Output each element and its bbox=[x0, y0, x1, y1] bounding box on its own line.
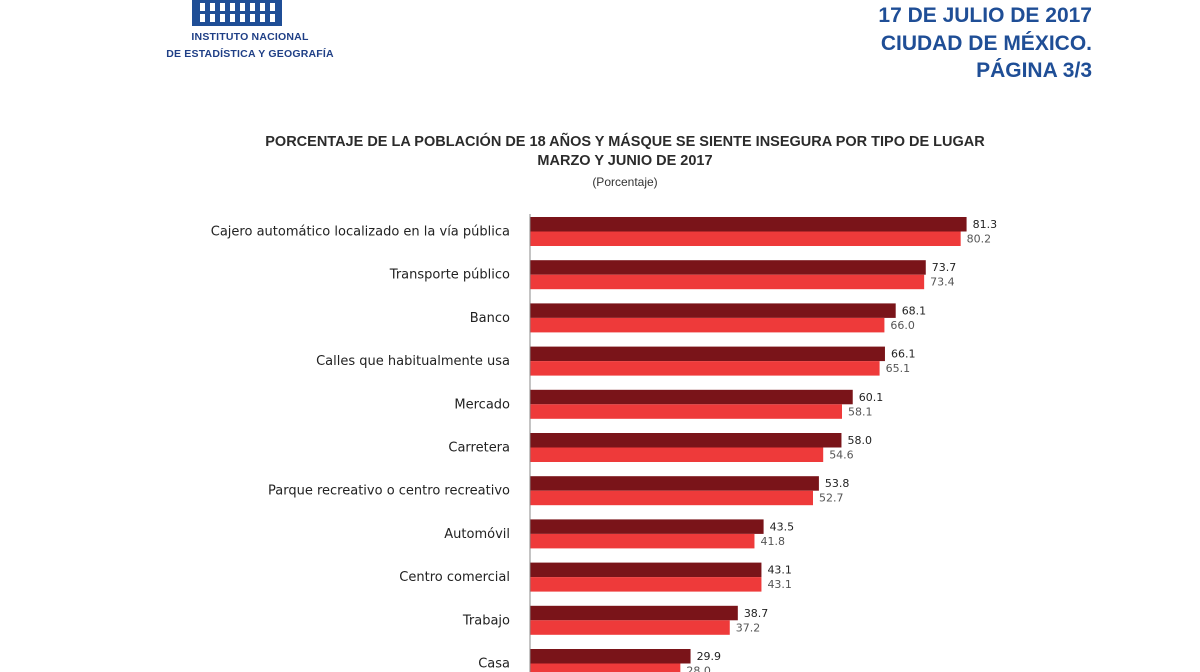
bar bbox=[530, 389, 853, 405]
data-label: 38.7 bbox=[744, 607, 769, 620]
data-label: 54.6 bbox=[829, 449, 854, 462]
data-label: 60.1 bbox=[859, 391, 884, 404]
logo-building-icon bbox=[192, 0, 282, 26]
data-label: 53.8 bbox=[825, 477, 850, 490]
bar bbox=[530, 433, 842, 448]
bar bbox=[530, 490, 813, 506]
bar bbox=[530, 404, 842, 419]
data-label: 73.7 bbox=[932, 261, 957, 274]
bar bbox=[530, 620, 730, 635]
bar bbox=[530, 317, 885, 333]
category-label: Parque recreativo o centro recreativo bbox=[268, 484, 510, 499]
bar bbox=[530, 303, 896, 318]
data-label: 43.1 bbox=[767, 578, 792, 591]
category-label: Calles que habitualmente usa bbox=[316, 354, 510, 369]
bar bbox=[530, 346, 885, 362]
category-label: Cajero automático localizado en la vía p… bbox=[211, 225, 510, 240]
category-label: Trabajo bbox=[462, 613, 510, 628]
category-label: Mercado bbox=[454, 397, 510, 412]
logo-windows bbox=[200, 3, 275, 22]
chart-unit-label: (Porcentaje) bbox=[592, 175, 658, 189]
bar bbox=[530, 260, 926, 275]
bar bbox=[530, 649, 691, 664]
category-label: Casa bbox=[478, 657, 510, 672]
category-label: Banco bbox=[470, 311, 510, 326]
bar bbox=[530, 361, 880, 376]
bar bbox=[530, 476, 819, 491]
chart-title: PORCENTAJE DE LA POBLACIÓN DE 18 AÑOS Y … bbox=[265, 134, 985, 150]
report-date: 17 DE JULIO DE 2017 bbox=[878, 4, 1092, 27]
data-label: 58.0 bbox=[847, 434, 872, 447]
data-label: 58.1 bbox=[848, 405, 873, 418]
bar bbox=[530, 562, 762, 578]
bar bbox=[530, 519, 764, 534]
inegi-logo bbox=[192, 0, 282, 26]
data-label: 29.9 bbox=[697, 650, 722, 663]
category-label: Transporte público bbox=[389, 268, 510, 283]
category-label: Carretera bbox=[448, 441, 510, 456]
category-label: Centro comercial bbox=[399, 570, 510, 585]
data-label: 80.2 bbox=[967, 233, 992, 246]
data-label: 73.4 bbox=[930, 276, 955, 289]
bar bbox=[530, 605, 738, 621]
institute-name-line1: INSTITUTO NACIONAL bbox=[191, 31, 309, 43]
bar bbox=[530, 217, 967, 232]
data-label: 52.7 bbox=[819, 492, 844, 505]
bar bbox=[530, 231, 961, 246]
institute-name-line2: DE ESTADÍSTICA Y GEOGRAFÍA bbox=[166, 48, 334, 60]
data-label: 66.0 bbox=[890, 319, 915, 332]
data-label: 43.1 bbox=[767, 564, 792, 577]
data-label: 65.1 bbox=[886, 362, 911, 375]
chart-subtitle: MARZO Y JUNIO DE 2017 bbox=[537, 153, 713, 169]
bar bbox=[530, 274, 925, 290]
data-label: 43.5 bbox=[770, 520, 795, 533]
bar bbox=[530, 663, 681, 672]
bar bbox=[530, 533, 755, 549]
data-label: 28.0 bbox=[686, 665, 711, 672]
bar bbox=[530, 577, 762, 592]
report-city: CIUDAD DE MÉXICO. bbox=[880, 32, 1092, 55]
category-label: Automóvil bbox=[444, 527, 510, 542]
bar bbox=[530, 447, 824, 462]
data-label: 81.3 bbox=[973, 218, 998, 231]
data-label: 37.2 bbox=[736, 621, 761, 634]
page-number: PÁGINA 3/3 bbox=[976, 59, 1092, 82]
data-label: 41.8 bbox=[760, 535, 785, 548]
data-label: 68.1 bbox=[902, 304, 927, 317]
data-label: 66.1 bbox=[891, 348, 916, 361]
